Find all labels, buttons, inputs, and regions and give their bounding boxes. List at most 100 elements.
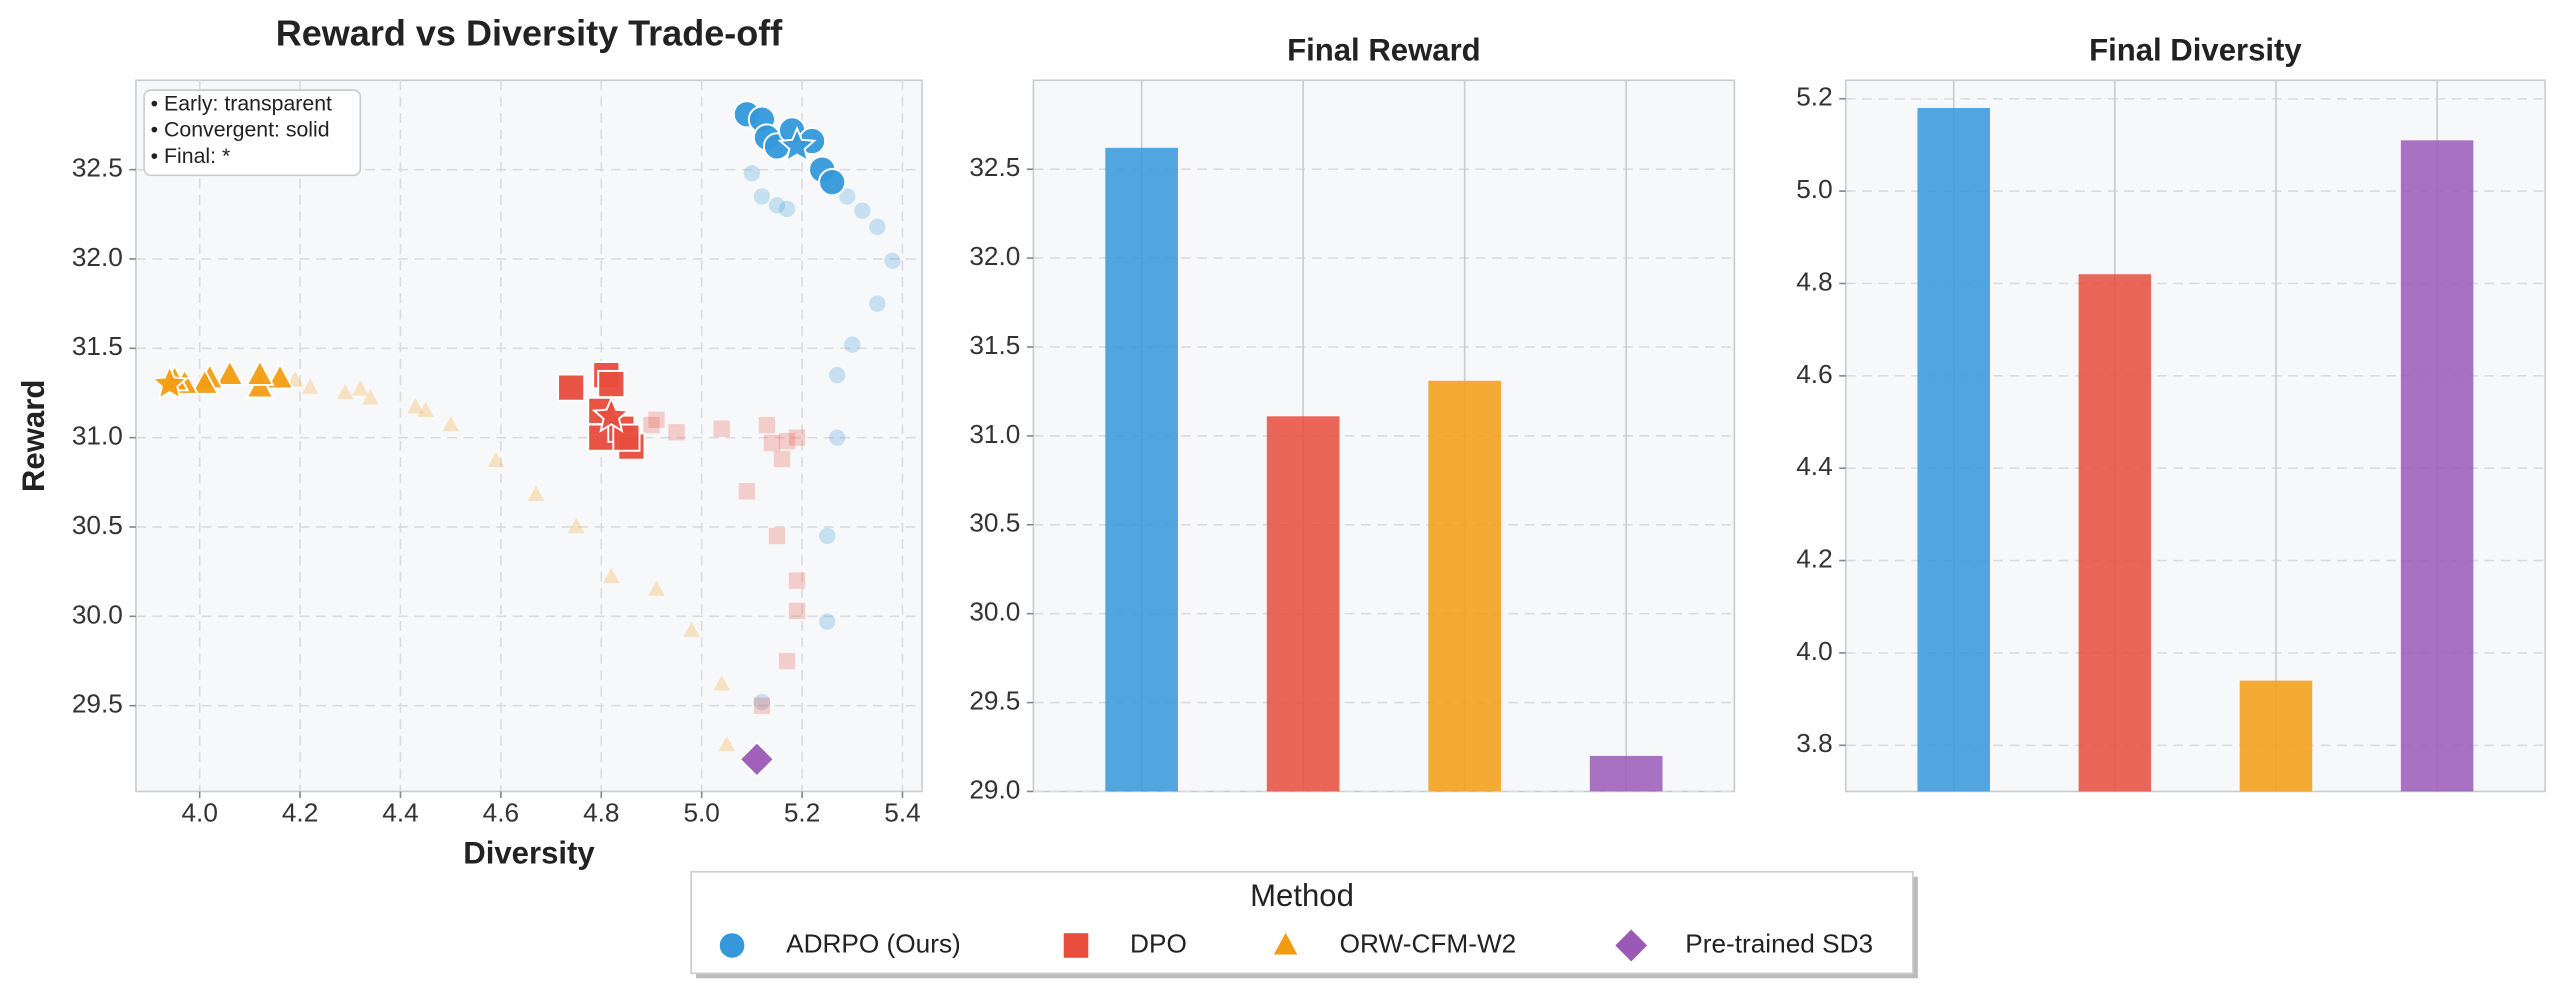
point <box>773 450 791 468</box>
point <box>603 568 620 584</box>
point <box>844 336 861 353</box>
legend-marker <box>1613 927 1650 964</box>
point <box>768 197 786 214</box>
point <box>362 389 379 405</box>
x-tick-label: 5.0 <box>683 797 719 827</box>
y-tick-label: 30.0 <box>72 599 123 629</box>
point <box>417 401 434 418</box>
chart-title: Reward vs Diversity Trade-off <box>276 13 783 54</box>
point <box>743 165 761 182</box>
y-tick-label: 29.0 <box>969 774 1020 804</box>
y-tick-label: 30.0 <box>969 597 1020 627</box>
legend-label: Pre-trained SD3 <box>1685 928 1873 958</box>
y-tick-label: 4.0 <box>1796 636 1832 666</box>
point <box>758 416 776 434</box>
plot-area <box>135 79 923 793</box>
bar <box>1589 755 1663 792</box>
point <box>265 362 295 390</box>
point <box>753 693 771 711</box>
point <box>778 200 796 218</box>
x-axis-label: Diversity <box>463 836 595 871</box>
x-tick-label: 5.2 <box>784 797 820 827</box>
bar <box>1266 416 1340 792</box>
point <box>643 416 660 434</box>
y-tick-label: 32.5 <box>72 153 123 183</box>
y-tick-label: 32.0 <box>72 242 123 272</box>
point <box>567 517 585 534</box>
point <box>713 675 730 691</box>
y-tick-label: 5.0 <box>1796 174 1832 204</box>
point <box>778 652 796 670</box>
bar <box>1428 380 1501 792</box>
final-point <box>150 363 190 401</box>
point <box>527 485 545 501</box>
y-tick-label: 4.2 <box>1796 543 1832 573</box>
point <box>352 380 369 396</box>
point <box>407 398 424 414</box>
point <box>753 697 771 714</box>
point <box>829 429 846 446</box>
y-axis-label: Reward <box>16 380 51 492</box>
point <box>854 202 871 219</box>
point <box>788 429 806 446</box>
bar <box>2239 680 2313 792</box>
point <box>818 527 836 545</box>
legend-label: ADRPO (Ours) <box>786 928 961 958</box>
chart-title: Final Reward <box>1287 33 1481 68</box>
point <box>818 613 836 630</box>
point <box>683 621 700 637</box>
point <box>778 433 796 450</box>
chart-title: Final Diversity <box>2089 33 2302 68</box>
point <box>768 527 786 545</box>
bar <box>2400 140 2474 792</box>
y-tick-label: 30.5 <box>72 510 123 540</box>
y-tick-label: 32.0 <box>969 241 1020 271</box>
annotation: • Convergent: solid <box>151 118 330 142</box>
x-tick-label: 5.4 <box>884 797 920 827</box>
annotation: • Final: * <box>151 144 231 168</box>
legend-label: ORW-CFM-W2 <box>1340 928 1517 958</box>
point <box>788 572 806 589</box>
point <box>245 358 275 386</box>
point <box>189 367 220 395</box>
legend-label: DPO <box>1130 928 1187 958</box>
legend-title: Method <box>1250 878 1354 913</box>
final-point <box>591 395 631 433</box>
y-tick-label: 31.0 <box>969 419 1020 449</box>
y-tick-label: 31.5 <box>72 331 123 361</box>
point <box>557 373 586 402</box>
point <box>648 580 665 596</box>
bar <box>1105 147 1178 792</box>
y-tick-label: 30.5 <box>969 508 1020 538</box>
point <box>869 295 886 312</box>
y-tick-label: 4.4 <box>1796 451 1832 481</box>
point <box>713 420 730 437</box>
legend-box <box>690 870 1914 975</box>
y-tick-label: 32.5 <box>969 152 1020 182</box>
point <box>668 424 685 441</box>
annotation: • Early: transparent <box>151 91 332 115</box>
bar <box>1917 107 1990 792</box>
point <box>718 735 735 752</box>
annotation-box <box>143 89 362 177</box>
legend-marker <box>1062 931 1090 960</box>
y-tick-label: 4.6 <box>1796 359 1832 389</box>
legend-marker <box>718 931 746 960</box>
point <box>763 434 781 452</box>
final-point <box>777 125 817 164</box>
y-tick-label: 3.8 <box>1796 728 1832 758</box>
point <box>829 366 846 384</box>
point <box>818 168 847 197</box>
point <box>301 378 319 394</box>
point <box>442 416 459 432</box>
point <box>738 740 776 778</box>
point <box>487 451 505 468</box>
point <box>337 383 354 400</box>
y-tick-label: 5.2 <box>1796 82 1832 112</box>
bar <box>2078 274 2152 792</box>
point <box>869 218 886 236</box>
point <box>738 483 756 500</box>
point <box>788 602 806 620</box>
x-tick-label: 4.8 <box>583 797 619 827</box>
